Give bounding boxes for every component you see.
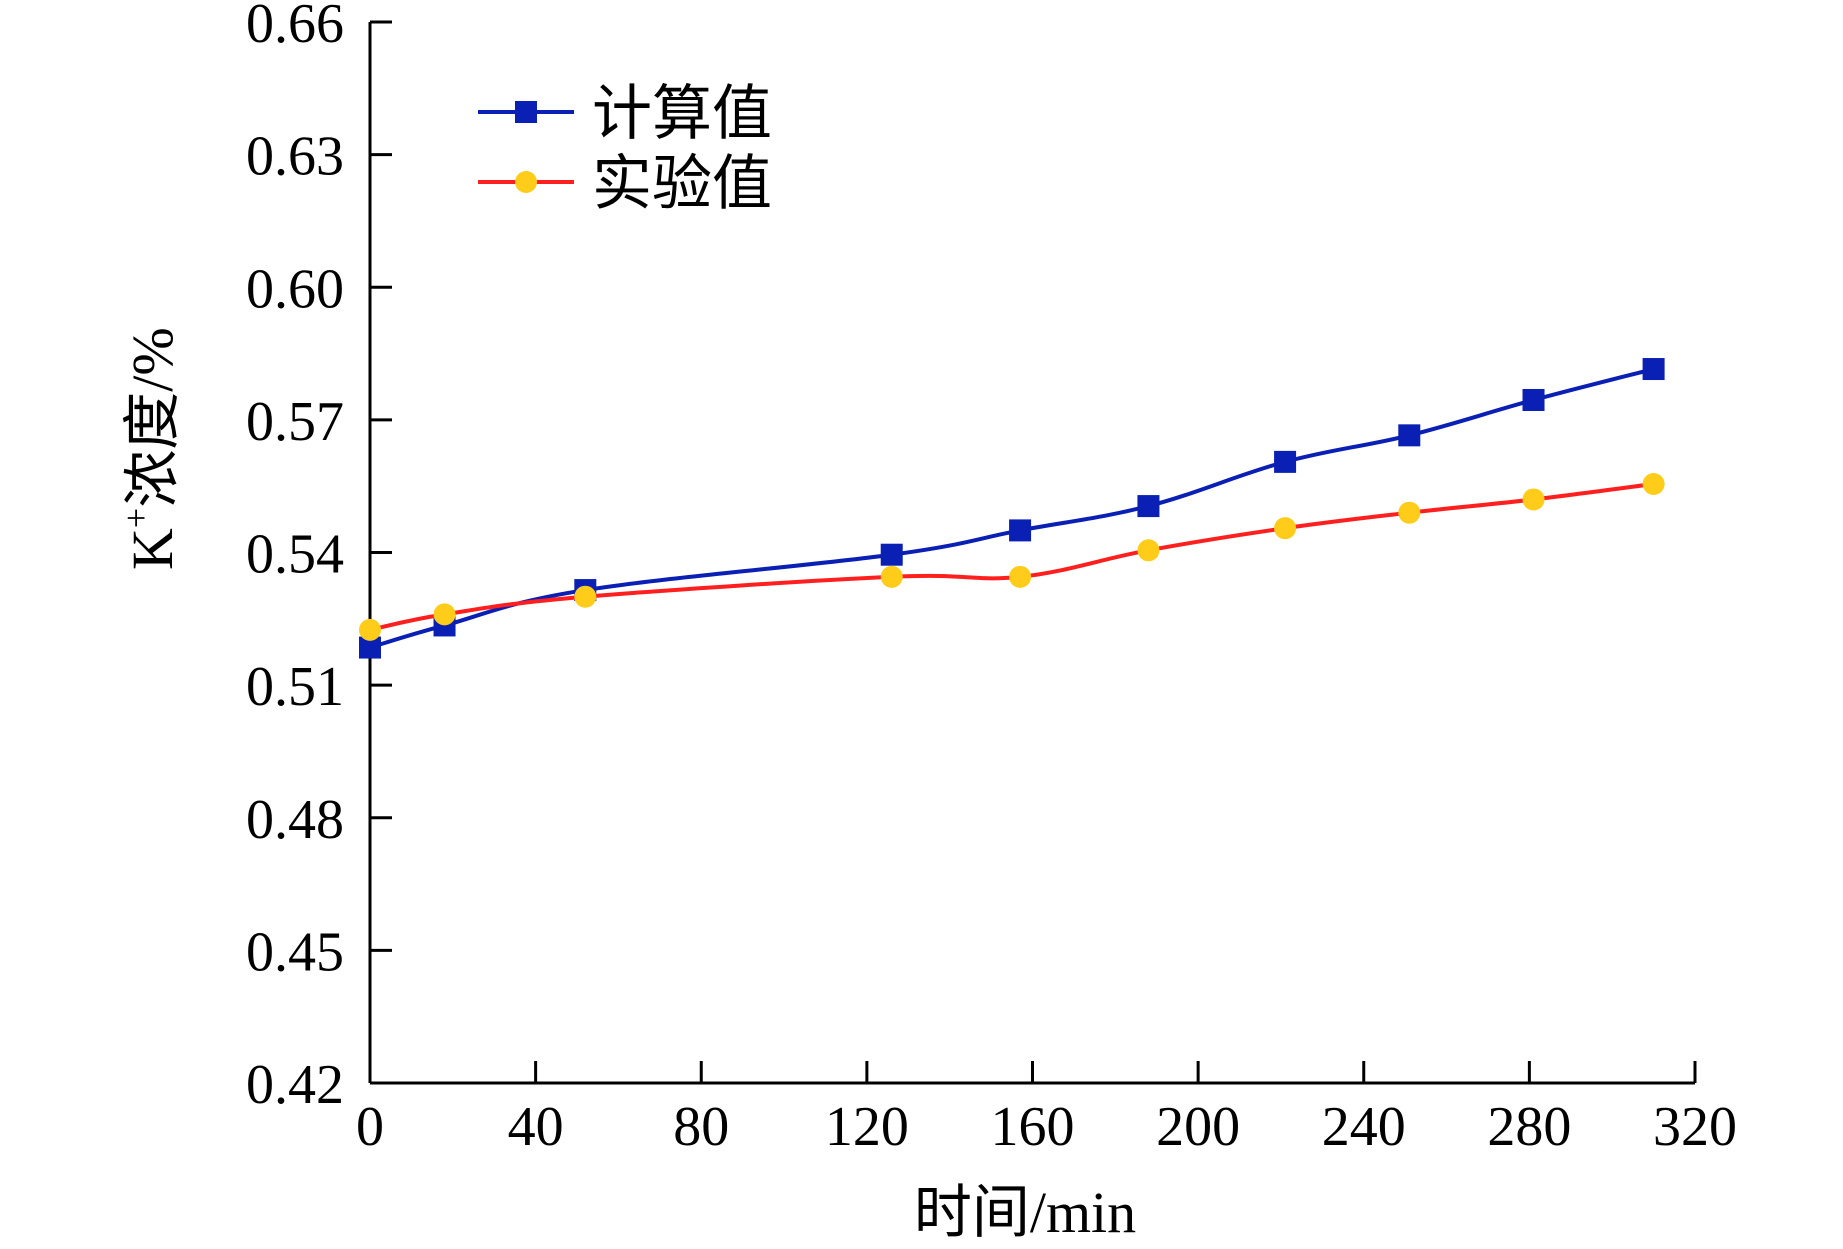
x-tick-label: 120 bbox=[825, 1096, 909, 1158]
data-point bbox=[359, 618, 381, 641]
data-point bbox=[1009, 519, 1032, 542]
x-tick-label: 160 bbox=[991, 1096, 1075, 1158]
x-tick-label: 280 bbox=[1487, 1096, 1571, 1158]
y-axis-title-main: K bbox=[120, 528, 185, 570]
y-tick-label: 0.54 bbox=[246, 524, 344, 586]
x-tick-label: 40 bbox=[508, 1096, 564, 1158]
data-point bbox=[1398, 501, 1421, 524]
x-tick-label: 80 bbox=[673, 1096, 729, 1158]
data-point bbox=[433, 603, 456, 626]
legend-label: 计算值 bbox=[592, 81, 772, 147]
series-2 bbox=[359, 472, 1665, 641]
legend-label: 实验值 bbox=[592, 151, 772, 217]
data-point bbox=[1642, 472, 1665, 495]
x-tick-label: 200 bbox=[1156, 1096, 1240, 1158]
series-line bbox=[369, 481, 1654, 632]
axes: 0.42 0.45 0.48 0.51 0.54 0.57 0.60 0.63 0.66 0 40 8… bbox=[246, 0, 1737, 1158]
data-point bbox=[1642, 358, 1665, 381]
data-point bbox=[880, 543, 903, 566]
data-point bbox=[1274, 450, 1297, 473]
x-axis-title: 时间/min bbox=[914, 1180, 1136, 1244]
data-point bbox=[1398, 424, 1421, 447]
data-point bbox=[574, 585, 597, 608]
y-tick-label: 0.51 bbox=[246, 656, 344, 718]
legend-marker bbox=[515, 101, 537, 123]
y-tick-label: 0.45 bbox=[246, 921, 344, 983]
data-point bbox=[880, 565, 903, 588]
y-tick-label: 0.48 bbox=[246, 789, 344, 851]
legend-item: 计算值 bbox=[478, 81, 772, 147]
data-point bbox=[1522, 388, 1545, 411]
svg-text:K+浓度/%: K+浓度/% bbox=[116, 327, 185, 570]
data-point bbox=[1137, 539, 1160, 562]
legend-marker bbox=[515, 171, 537, 193]
x-tick-label: 320 bbox=[1653, 1096, 1737, 1158]
data-point bbox=[1274, 517, 1297, 540]
y-tick-label: 0.60 bbox=[246, 258, 344, 320]
series-1 bbox=[359, 358, 1665, 659]
data-point bbox=[1137, 495, 1160, 518]
y-axis-title-rest: 浓度/% bbox=[120, 327, 185, 507]
series-line bbox=[369, 367, 1655, 650]
series-group bbox=[359, 358, 1665, 659]
y-tick-label: 0.63 bbox=[246, 126, 344, 188]
data-point bbox=[1522, 488, 1545, 511]
data-point bbox=[1009, 565, 1032, 588]
legend-item: 实验值 bbox=[478, 151, 772, 217]
x-tick-label: 0 bbox=[356, 1096, 384, 1158]
y-tick-label: 0.66 bbox=[246, 0, 344, 55]
y-tick-label: 0.42 bbox=[246, 1054, 344, 1116]
y-axis-title: K+浓度/% bbox=[116, 327, 185, 570]
y-tick-label: 0.57 bbox=[246, 391, 344, 453]
data-point bbox=[359, 636, 381, 659]
y-axis-title-superscript: + bbox=[116, 508, 156, 528]
x-tick-label: 240 bbox=[1322, 1096, 1406, 1158]
